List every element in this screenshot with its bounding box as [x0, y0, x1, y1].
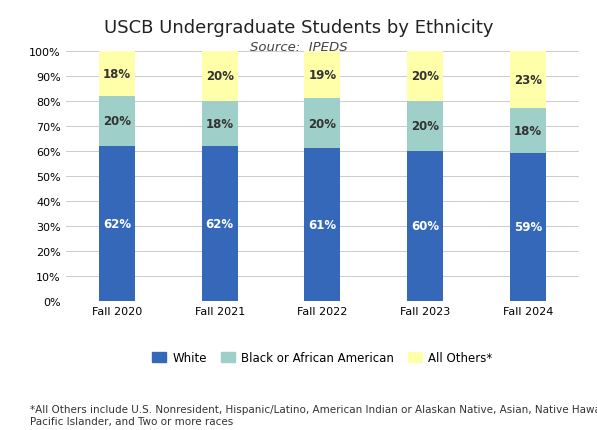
Bar — [99, 52, 135, 96]
Text: 19%: 19% — [308, 69, 337, 82]
Bar — [510, 109, 546, 154]
Bar — [407, 52, 443, 101]
Text: 18%: 18% — [103, 68, 131, 80]
Bar — [304, 99, 340, 149]
Text: 60%: 60% — [411, 220, 439, 233]
Text: 20%: 20% — [206, 70, 233, 83]
Text: 23%: 23% — [514, 74, 541, 87]
Text: 59%: 59% — [513, 221, 542, 234]
Text: 18%: 18% — [205, 117, 234, 130]
Bar — [99, 146, 135, 301]
Text: 20%: 20% — [411, 70, 439, 83]
Legend: White, Black or African American, All Others*: White, Black or African American, All Ot… — [147, 347, 497, 369]
Bar — [202, 101, 238, 146]
Bar — [202, 52, 238, 101]
Text: 62%: 62% — [205, 217, 234, 230]
Text: USCB Undergraduate Students by Ethnicity: USCB Undergraduate Students by Ethnicity — [104, 19, 493, 37]
Bar — [304, 149, 340, 301]
Text: 61%: 61% — [308, 218, 337, 231]
Text: 62%: 62% — [103, 217, 131, 230]
Bar — [510, 154, 546, 301]
Text: 20%: 20% — [103, 115, 131, 128]
Text: *All Others include U.S. Nonresident, Hispanic/Latino, American Indian or Alaska: *All Others include U.S. Nonresident, Hi… — [30, 404, 597, 426]
Text: 20%: 20% — [309, 117, 336, 130]
Bar — [304, 52, 340, 99]
Bar — [407, 151, 443, 301]
Bar — [407, 101, 443, 151]
Text: 20%: 20% — [411, 120, 439, 133]
Bar — [510, 52, 546, 109]
Text: 18%: 18% — [513, 125, 542, 138]
Bar — [99, 96, 135, 146]
Bar — [202, 146, 238, 301]
Text: Source:  IPEDS: Source: IPEDS — [250, 41, 347, 54]
